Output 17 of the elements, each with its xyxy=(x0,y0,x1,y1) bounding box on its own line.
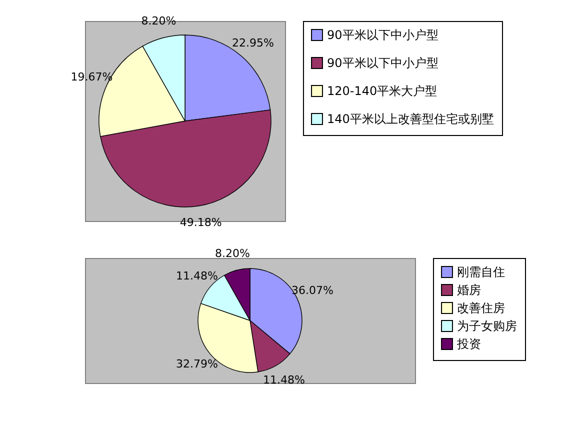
legend-label: 90平米以下中小户型 xyxy=(327,56,438,70)
legend-label: 为子女购房 xyxy=(457,319,517,333)
data-label: 49.18% xyxy=(180,216,222,229)
data-label: 11.48% xyxy=(263,374,305,387)
legend-label: 改善住房 xyxy=(457,301,505,315)
legend-label: 140平米以上改善型住宅或别墅 xyxy=(327,112,494,126)
legend-label: 120-140平米大户型 xyxy=(327,84,438,98)
data-label: 32.79% xyxy=(176,358,218,371)
legend-label: 婚房 xyxy=(457,283,481,297)
data-label: 11.48% xyxy=(176,269,218,282)
data-label: 8.20% xyxy=(214,246,250,260)
data-label: 36.07% xyxy=(292,284,334,298)
data-label: 8.20% xyxy=(141,14,176,28)
legend-label: 刚需自住 xyxy=(457,265,505,279)
legend-label: 90平米以下中小户型 xyxy=(327,28,438,42)
legend-label: 投资 xyxy=(456,337,481,351)
data-label: 22.95% xyxy=(232,36,274,50)
